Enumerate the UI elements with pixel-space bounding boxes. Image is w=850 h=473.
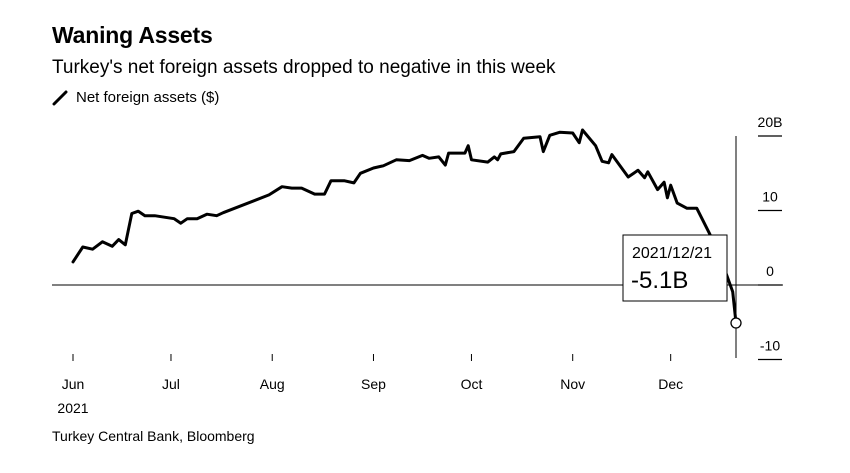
legend-label: Net foreign assets ($) (76, 89, 220, 106)
y-tick-label: -10 (760, 338, 780, 354)
x-tick-label: Nov (560, 376, 585, 392)
y-tick-label: 20B (758, 114, 783, 130)
legend: Net foreign assets ($) (52, 89, 219, 106)
x-tick-label: Jul (162, 376, 180, 392)
x-tick-label: Aug (260, 376, 285, 392)
chart-title: Waning Assets (52, 22, 213, 48)
legend-line-icon (52, 90, 68, 105)
x-tick-label: Oct (461, 376, 483, 392)
x-tick-label: Jun (62, 376, 85, 392)
y-tick-label: 0 (766, 263, 774, 279)
source-note: Turkey Central Bank, Bloomberg (52, 428, 255, 444)
latest-point-marker (730, 317, 742, 329)
series-line-net-foreign-assets (71, 128, 738, 325)
tooltip-box (622, 234, 728, 302)
x-tick-label: Dec (658, 376, 683, 392)
x-tick-label: Sep (361, 376, 386, 392)
tooltip-date: 2021/12/21 (632, 245, 712, 262)
tooltip-value: -5.1B (631, 267, 688, 294)
x-year-label: 2021 (57, 400, 88, 416)
y-tick-label: 10 (762, 189, 778, 205)
chart-subtitle: Turkey's net foreign assets dropped to n… (52, 57, 556, 78)
